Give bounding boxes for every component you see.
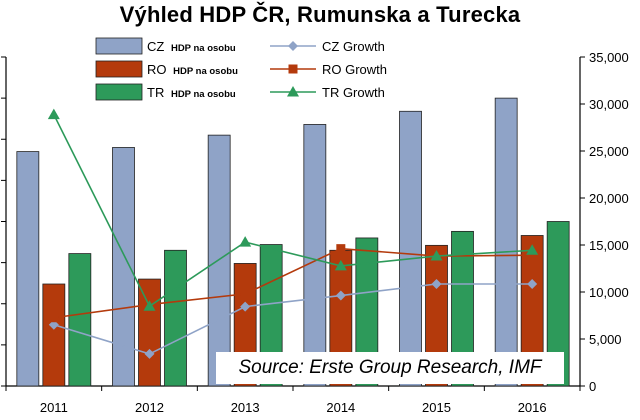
legend-swatch-cz — [95, 37, 143, 55]
bar-cz-2012 — [112, 147, 135, 387]
bar-ro-2012 — [138, 278, 161, 387]
source-note: Source: Erste Group Research, IMF — [216, 352, 564, 384]
point-ro-growth-2014 — [336, 244, 346, 254]
bar-cz-2013 — [207, 134, 231, 387]
bar-tr-2012 — [164, 249, 187, 387]
bar-cz-2015 — [399, 110, 422, 387]
y-tick-label-right: 20,000 — [589, 191, 629, 206]
bar-tr-2016 — [546, 221, 570, 387]
y-tick-label-right: 35,000 — [589, 50, 629, 65]
legend-label-tr-growth: TR Growth — [322, 85, 385, 100]
bar-tr-2011 — [68, 253, 92, 387]
legend-marker-tr-growth — [287, 86, 299, 97]
bar-cz-2016 — [494, 97, 518, 387]
bar-ro-2015 — [425, 244, 448, 387]
legend-sublabel: HDP na osobu — [171, 43, 236, 54]
y-tick-label-right: 5,000 — [589, 332, 622, 347]
legend-label-cz: CZ HDP na osobu — [147, 39, 236, 54]
x-tick-label: 2014 — [326, 400, 355, 415]
x-tick-label: 2011 — [40, 400, 68, 415]
point-tr-growth-2011 — [47, 108, 60, 120]
line-ro-growth — [53, 247, 533, 319]
bar-ro-2016 — [520, 235, 544, 387]
legend-swatch-tr — [95, 83, 143, 101]
point-tr-growth-2015 — [430, 250, 443, 261]
point-cz-growth-2014 — [335, 290, 346, 301]
bar-tr-2013 — [259, 244, 283, 387]
y-tick-label-right: 15,000 — [589, 238, 629, 253]
y-tick-label-right: 30,000 — [589, 97, 629, 112]
point-tr-growth-2012 — [143, 300, 156, 311]
x-tick-label: 2013 — [231, 400, 260, 415]
line-cz-growth — [53, 283, 533, 355]
point-tr-growth-2013 — [239, 236, 252, 247]
bar-ro-2011 — [42, 283, 66, 387]
legend-label-ro-growth: RO Growth — [322, 62, 387, 77]
axes: 0 5,000 10,000 15,000 20,000 25,000 30,000 35,0… — [1, 50, 629, 415]
bar-tr-2014 — [355, 237, 379, 387]
y-tick-label-right: 0 — [589, 379, 596, 394]
legend-sublabel: HDP na osobu — [173, 66, 238, 77]
legend-marker-ro-growth — [288, 64, 298, 74]
point-ro-growth-2013 — [240, 289, 250, 299]
point-cz-growth-2015 — [431, 279, 442, 290]
line-tr-growth — [53, 114, 533, 308]
legend-swatch-ro — [95, 60, 143, 78]
y-tick-label-right: 10,000 — [589, 285, 629, 300]
point-cz-growth-2016 — [527, 279, 538, 290]
x-tick-label: 2016 — [518, 400, 547, 415]
point-cz-growth-2013 — [240, 301, 251, 312]
bar-cz-2011 — [16, 151, 40, 387]
point-cz-growth-2012 — [144, 348, 155, 359]
chart-title: Výhled HDP ČR, Rumunska a Turecka — [119, 2, 521, 27]
x-tick-label: 2015 — [422, 400, 451, 415]
x-tick-label: 2012 — [135, 400, 164, 415]
point-tr-growth-2016 — [526, 244, 539, 255]
point-ro-growth-2011 — [49, 313, 59, 323]
legend: CZ HDP na osobu RO HDP na osobu TR HDP na … — [95, 37, 387, 101]
point-tr-growth-2014 — [334, 259, 347, 271]
legend-sublabel: HDP na osobu — [171, 89, 236, 100]
bar-tr-2015 — [451, 230, 474, 387]
bar-cz-2014 — [303, 124, 327, 387]
legend-label-ro: RO HDP na osobu — [147, 62, 238, 77]
legend-label-cz-growth: CZ Growth — [322, 39, 385, 54]
legend-label-tr: TR HDP na osobu — [147, 85, 236, 100]
legend-marker-cz-growth — [288, 41, 298, 51]
y-tick-label-right: 25,000 — [589, 144, 629, 159]
point-ro-growth-2016 — [527, 250, 537, 260]
growth-lines — [47, 108, 539, 359]
bars — [16, 97, 570, 387]
